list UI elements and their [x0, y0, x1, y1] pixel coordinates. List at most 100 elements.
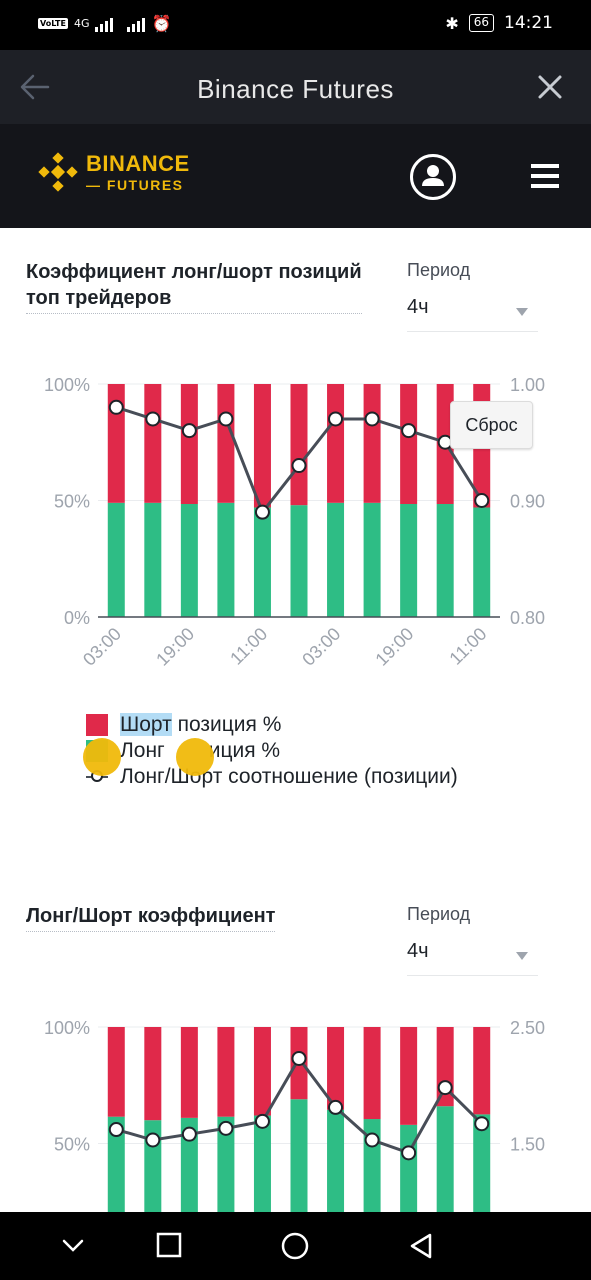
bar-short: [107, 384, 125, 503]
left-axis-tick-label: 50%: [54, 492, 90, 512]
bar-short: [217, 384, 235, 503]
legend-short-label: Шорт позиция %: [120, 713, 281, 737]
chart1-legend: Шорт позиция % Лонг иция % Лонг/Шорт соо…: [86, 712, 458, 790]
network-type: 4G: [73, 17, 90, 30]
bar-long: [436, 503, 454, 617]
legend-item-long[interactable]: Лонг иция %: [86, 738, 458, 764]
close-icon[interactable]: [537, 74, 563, 100]
bar-long: [290, 1099, 308, 1212]
hamburger-menu-icon[interactable]: [531, 162, 559, 190]
ratio-point: [108, 399, 124, 415]
bar-long: [400, 1124, 418, 1212]
right-axis-tick-label: 1.50: [510, 1135, 545, 1155]
ratio-point: [108, 1122, 124, 1138]
legend-item-ratio[interactable]: Лонг/Шорт соотношение (позиции): [86, 764, 458, 790]
user-account-icon[interactable]: [409, 153, 457, 201]
bar-long: [107, 1116, 125, 1212]
volte-badge: VoLTE: [38, 18, 68, 29]
section2-title: Лонг/Шорт коэффициент: [26, 903, 276, 932]
status-bar: VoLTE 4G ⏰ ✱ 66 14:21: [0, 0, 591, 50]
ratio-point: [145, 1132, 161, 1148]
status-right: ✱ 66 14:21: [445, 13, 553, 33]
section2-period-value: 4ч: [407, 940, 429, 962]
battery-indicator: 66: [468, 14, 494, 32]
bar-short: [363, 1027, 381, 1120]
logo-line2-text: FUTURES: [106, 176, 184, 193]
binance-futures-logo[interactable]: BINANCE — FUTURES: [38, 152, 190, 192]
clock: 14:21: [504, 13, 553, 33]
bar-long: [253, 1115, 271, 1212]
collapse-icon[interactable]: [60, 1232, 86, 1258]
legend-ratio-label: Лонг/Шорт соотношение (позиции): [120, 765, 458, 788]
bar-long: [217, 1116, 235, 1212]
x-axis-tick-label: 11:00: [226, 624, 271, 669]
section1-title-line2: топ трейдеров: [26, 287, 172, 309]
ratio-point: [437, 1080, 453, 1096]
bar-long: [473, 1114, 491, 1212]
bar-short: [400, 384, 418, 504]
section1-period-label: Период: [407, 260, 471, 280]
short-swatch: [86, 714, 108, 736]
section1-title: Коэффициент лонг/шорт позиций топ трейде…: [26, 259, 362, 314]
home-icon[interactable]: [281, 1232, 309, 1260]
alarm-icon: ⏰: [151, 14, 172, 33]
left-axis-tick-label: 50%: [54, 1135, 90, 1155]
section1-period-value: 4ч: [407, 296, 429, 318]
bar-short: [180, 1027, 198, 1118]
chart2-long-short-ratio: 100% 50% 2.50 1.50: [44, 1018, 545, 1212]
ratio-point: [291, 458, 307, 474]
bar-long: [144, 502, 162, 617]
chart1-top-traders-ratio: 100% 50% 0% 1.00 0.90 0.80 03:00 19:00 11:00 03:0…: [44, 375, 545, 670]
bar-long: [253, 507, 271, 617]
legend-item-short[interactable]: Шорт позиция %: [86, 712, 458, 738]
bar-short: [253, 1027, 271, 1116]
signal2-icon: [127, 16, 146, 32]
legend-long-label-a: Лонг: [120, 739, 165, 762]
bar-long: [363, 502, 381, 617]
signal-icon: [95, 16, 114, 32]
ratio-point: [218, 1120, 234, 1136]
x-axis-tick-label: 03:00: [79, 624, 125, 670]
left-axis-tick-label: 100%: [44, 1018, 90, 1038]
bar-long: [436, 1106, 454, 1212]
x-axis-tick-label: 03:00: [298, 624, 344, 670]
ratio-point: [364, 1132, 380, 1148]
bar-long: [217, 502, 235, 617]
reset-zoom-button[interactable]: Сброс: [450, 401, 533, 449]
ratio-point: [364, 411, 380, 427]
ratio-point: [181, 1126, 197, 1142]
chevron-down-icon: [516, 308, 528, 316]
bar-long: [400, 503, 418, 617]
bar-long: [180, 1117, 198, 1212]
logo-line2: — FUTURES: [86, 176, 184, 193]
bar-short: [473, 1027, 491, 1115]
legend-short-highlight: Шорт: [120, 713, 172, 736]
section1-title-line1: Коэффициент лонг/шорт позиций: [26, 261, 362, 283]
bar-short: [144, 1027, 162, 1121]
app-bar: Binance Futures: [0, 50, 591, 124]
logo-line1: BINANCE: [86, 150, 190, 176]
bar-short: [327, 384, 345, 503]
back-nav-icon[interactable]: [407, 1232, 435, 1260]
legend-long-label-b: иция %: [208, 739, 281, 762]
ratio-point: [254, 504, 270, 520]
logo-text: BINANCE — FUTURES: [86, 150, 190, 193]
right-axis-tick-label: 1.00: [510, 375, 545, 395]
recents-icon[interactable]: [156, 1232, 182, 1258]
bar-long: [290, 505, 308, 617]
ratio-point: [254, 1113, 270, 1129]
back-arrow-icon[interactable]: [18, 70, 52, 104]
bar-short: [217, 1027, 235, 1117]
ratio-point: [291, 1050, 307, 1066]
right-axis-tick-label: 0.90: [510, 492, 545, 512]
ratio-point: [328, 1099, 344, 1115]
status-left: VoLTE 4G ⏰: [38, 14, 171, 33]
bar-short: [327, 1027, 345, 1110]
bar-short: [363, 384, 381, 503]
section2-period-select[interactable]: 4ч: [407, 934, 538, 976]
ratio-point: [328, 411, 344, 427]
touch-indicator: [176, 738, 214, 776]
system-nav-bar: [0, 1212, 591, 1280]
section1-period-select[interactable]: 4ч: [407, 290, 538, 332]
touch-indicator: [83, 738, 121, 776]
